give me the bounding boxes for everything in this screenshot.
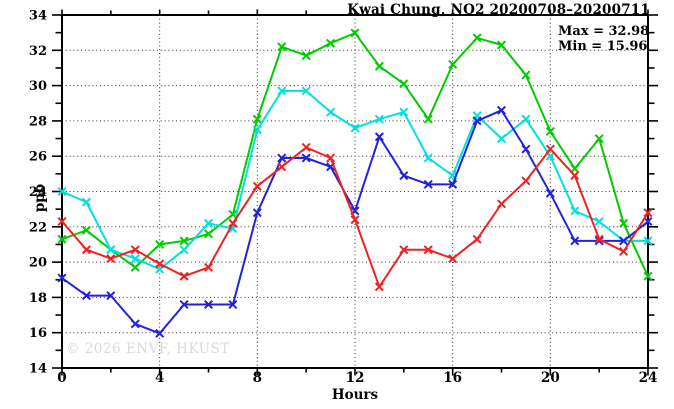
tick-label: 0: [57, 370, 66, 386]
tick-label: 4: [155, 370, 164, 386]
tick-label: 30: [29, 79, 47, 94]
series-markers-day-green: [57, 28, 653, 281]
y-tick-labels: 14 16 18 20 22 24 26 28 30 32 34: [29, 9, 47, 377]
tick-label: 24: [639, 370, 658, 386]
tick-label: 16: [29, 326, 47, 341]
max-value-label: Max = 32.98: [558, 24, 650, 39]
series-day-cyan: [57, 86, 653, 274]
series-markers-day-blue: [57, 105, 653, 338]
tick-label: 8: [253, 370, 262, 386]
x-tick-labels: 0 4 8 12 16 20 24: [57, 370, 657, 386]
series-day-red: [57, 142, 653, 292]
tick-label: 12: [346, 370, 365, 386]
series-day-green: [57, 28, 653, 281]
series-markers-day-red: [57, 142, 653, 292]
series-markers-day-cyan: [57, 86, 653, 274]
tick-label: 20: [541, 370, 560, 386]
tick-label: 28: [29, 114, 47, 129]
tick-label: 24: [29, 185, 47, 200]
gridlines: [62, 15, 648, 368]
x-axis-label: Hours: [331, 387, 379, 403]
tick-label: 20: [29, 256, 47, 271]
tick-label: 16: [443, 370, 462, 386]
watermark: © 2026 ENVF, HKUST: [66, 341, 230, 357]
tick-label: 14: [29, 362, 47, 377]
tick-label: 22: [29, 220, 47, 235]
min-value-label: Min = 15.96: [558, 38, 648, 54]
tick-label: 18: [29, 291, 47, 306]
series-day-blue: [57, 105, 653, 338]
tick-label: 26: [29, 150, 47, 165]
tick-label: 34: [29, 9, 47, 24]
max-min-annotation: Max = 32.98 Min = 15.96: [558, 24, 650, 54]
tick-label: 32: [29, 44, 47, 59]
chart-title: Kwai Chung, NO2 20200708–20200711: [347, 2, 650, 18]
y-axis-label: ppb: [32, 183, 48, 213]
